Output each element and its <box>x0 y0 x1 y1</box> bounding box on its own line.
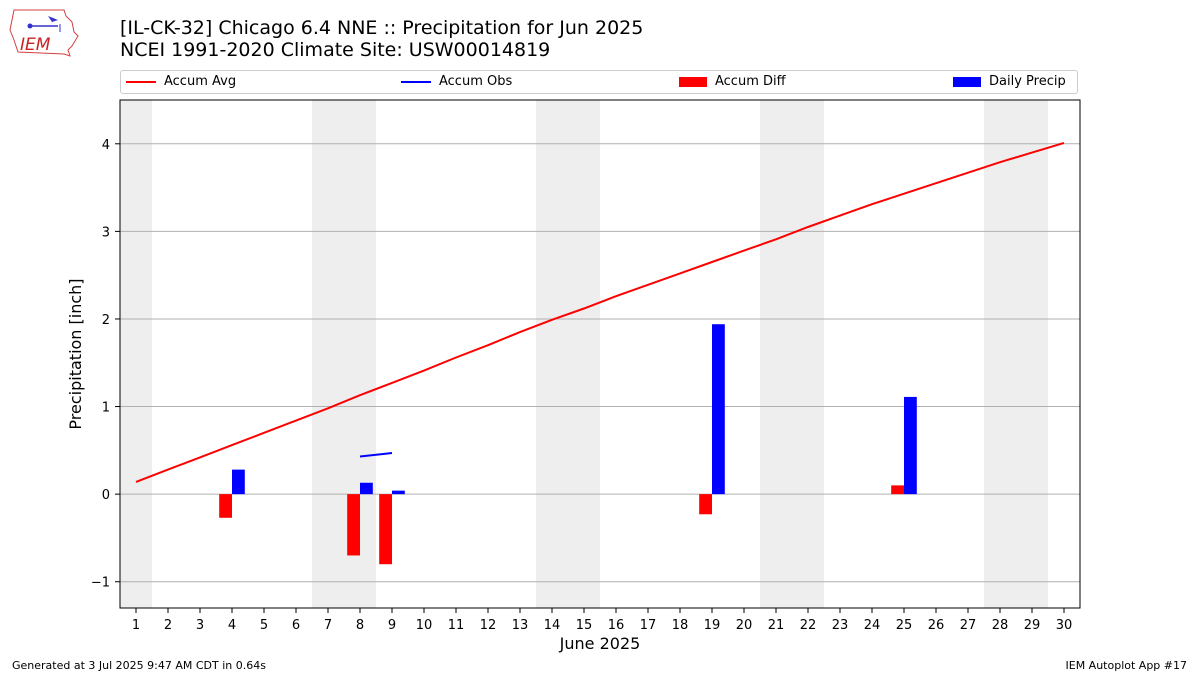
x-tick-label: 21 <box>768 618 785 633</box>
plot-frame <box>119 99 1081 609</box>
x-tick-label: 1 <box>132 618 140 633</box>
precip-bar <box>712 324 725 495</box>
diff-bar <box>219 494 232 518</box>
legend-label: Accum Diff <box>715 74 786 89</box>
precip-bar <box>360 482 373 495</box>
x-tick-label: 24 <box>864 618 881 633</box>
legend-label: Accum Avg <box>164 74 237 89</box>
legend-swatch <box>126 80 156 83</box>
x-tick-label: 17 <box>640 618 657 633</box>
chart-title: [IL-CK-32] Chicago 6.4 NNE :: Precipitat… <box>120 17 643 61</box>
x-tick-label: 3 <box>196 618 204 633</box>
weekend-shade <box>760 100 824 608</box>
x-tick-label: 10 <box>416 618 433 633</box>
footer-app: IEM Autoplot App #17 <box>1065 659 1188 672</box>
y-tick-label: −1 <box>91 576 110 591</box>
legend-label: Daily Precip <box>989 74 1066 89</box>
x-tick-label: 13 <box>512 618 529 633</box>
legend-swatch <box>679 76 707 87</box>
x-tick-label: 29 <box>1024 618 1041 633</box>
x-tick-label: 30 <box>1056 618 1073 633</box>
x-tick-label: 19 <box>704 618 721 633</box>
x-tick-label: 20 <box>736 618 753 633</box>
x-tick-label: 2 <box>164 618 172 633</box>
x-tick-label: 8 <box>356 618 364 633</box>
precip-bar <box>392 490 405 495</box>
diff-bar <box>699 494 712 515</box>
iem-logo: IEM <box>9 9 79 57</box>
x-axis-label: June 2025 <box>559 634 641 653</box>
x-tick-label: 4 <box>228 618 236 633</box>
diff-bar <box>891 485 904 495</box>
weekend-shade <box>312 100 376 608</box>
diff-bar <box>379 494 392 565</box>
title-line-2: NCEI 1991-2020 Climate Site: USW00014819 <box>120 39 551 61</box>
diff-bar <box>347 494 360 556</box>
x-tick-label: 5 <box>260 618 268 633</box>
x-tick-label: 27 <box>960 618 977 633</box>
weekend-shade <box>536 100 600 608</box>
x-tick-label: 6 <box>292 618 300 633</box>
x-tick-label: 9 <box>388 618 396 633</box>
x-tick-label: 28 <box>992 618 1009 633</box>
legend-item-accum-diff: Accum Diff <box>679 74 786 89</box>
x-tick-label: 12 <box>480 618 497 633</box>
y-tick-label: 0 <box>102 488 110 503</box>
x-tick-label: 22 <box>800 618 817 633</box>
weekend-shade <box>120 100 152 608</box>
x-tick-label: 23 <box>832 618 849 633</box>
y-tick-label: 1 <box>102 401 110 416</box>
title-line-1: [IL-CK-32] Chicago 6.4 NNE :: Precipitat… <box>120 17 644 39</box>
x-tick-label: 11 <box>448 618 465 633</box>
y-axis-label: Precipitation [inch] <box>66 278 85 429</box>
legend-swatch <box>401 80 431 83</box>
legend-item-accum-avg: Accum Avg <box>126 74 236 89</box>
y-tick-label: 2 <box>102 313 110 328</box>
y-tick-label: 4 <box>102 138 110 153</box>
legend-item-daily-precip: Daily Precip <box>953 74 1066 89</box>
x-tick-label: 16 <box>608 618 625 633</box>
precip-bar <box>232 469 245 495</box>
legend-swatch <box>953 76 981 87</box>
accum-avg-line <box>135 141 1065 483</box>
accum-obs-line <box>359 452 393 458</box>
x-tick-label: 25 <box>896 618 913 633</box>
legend-label: Accum Obs <box>439 74 513 89</box>
x-tick-label: 7 <box>324 618 332 633</box>
x-tick-label: 14 <box>544 618 561 633</box>
legend-item-accum-obs: Accum Obs <box>401 74 512 89</box>
weekend-shade <box>984 100 1048 608</box>
x-tick-label: 15 <box>576 618 593 633</box>
legend: Accum Avg Accum Obs Accum Diff Daily Pre… <box>120 70 1078 94</box>
x-tick-label: 26 <box>928 618 945 633</box>
footer-generated: Generated at 3 Jul 2025 9:47 AM CDT in 0… <box>12 659 266 672</box>
logo-text: IEM <box>20 35 51 55</box>
x-tick-label: 18 <box>672 618 689 633</box>
precip-bar <box>904 396 917 495</box>
y-tick-label: 3 <box>102 225 110 240</box>
